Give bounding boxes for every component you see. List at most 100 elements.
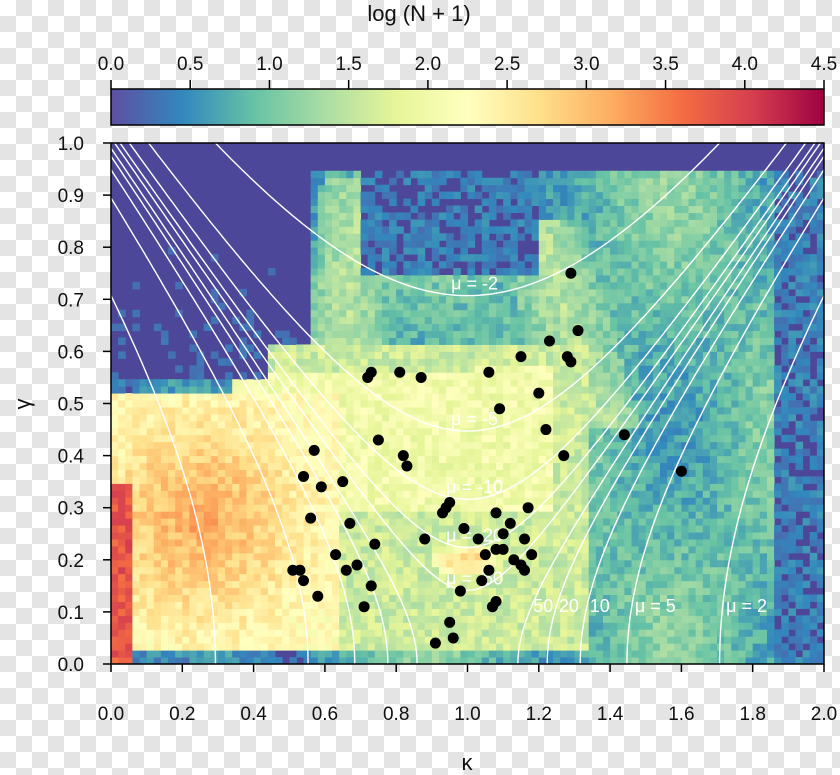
heatmap-cell [631, 219, 640, 227]
heatmap-cell [296, 545, 305, 554]
heatmap-cell [481, 490, 490, 498]
heatmap-cell [602, 511, 611, 519]
heatmap-cell [217, 573, 226, 582]
heatmap-cell [610, 281, 618, 290]
heatmap-cell [510, 281, 518, 290]
heatmap-cell [474, 379, 483, 387]
heatmap-cell [317, 400, 326, 408]
heatmap-cell [125, 601, 133, 609]
heatmap-cell [403, 400, 411, 408]
heatmap-cell [674, 455, 682, 464]
heatmap-cell [538, 219, 547, 227]
heatmap-cell [410, 490, 419, 498]
heatmap-cell [474, 476, 483, 484]
heatmap-cell [610, 629, 618, 637]
heatmap-cell [531, 379, 540, 387]
heatmap-cell [581, 268, 590, 276]
heatmap-cell [510, 379, 518, 387]
heatmap-cell [524, 497, 533, 505]
heatmap-cell [232, 594, 240, 602]
heatmap-cell [303, 441, 312, 450]
heatmap-cell [631, 288, 640, 297]
heatmap-cell [460, 309, 468, 318]
heatmap-cell [125, 587, 133, 596]
heatmap-cell [681, 330, 690, 339]
heatmap-cell [560, 629, 568, 637]
heatmap-cell [524, 358, 533, 366]
heatmap-cell [602, 400, 611, 408]
heatmap-cell [681, 406, 690, 415]
heatmap-cell [581, 434, 590, 443]
heatmap-cell [225, 559, 233, 568]
heatmap-cell [667, 469, 675, 477]
heatmap-cell [225, 462, 233, 470]
heatmap-cell [381, 434, 390, 443]
heatmap-cell [403, 247, 411, 255]
heatmap-cell [602, 650, 611, 658]
heatmap-cell [367, 281, 376, 290]
heatmap-cell [282, 511, 290, 519]
heatmap-cell [403, 538, 411, 547]
heatmap-cell [381, 323, 390, 332]
heatmap-cell [168, 476, 176, 484]
heatmap-cell [168, 455, 176, 464]
heatmap-cell [431, 532, 440, 540]
heatmap-cell [446, 420, 454, 429]
heatmap-cell [146, 532, 155, 540]
heatmap-cell [695, 566, 704, 575]
heatmap-cell [553, 323, 561, 332]
heatmap-cell [446, 205, 454, 213]
heatmap-cell [239, 469, 247, 477]
heatmap-cell [168, 643, 176, 651]
heatmap-cell [210, 386, 219, 394]
heatmap-cell [367, 622, 376, 630]
heatmap-cell [588, 281, 597, 290]
heatmap-cell [410, 247, 419, 255]
heatmap-cell [139, 420, 148, 429]
heatmap-cell [296, 504, 305, 512]
heatmap-cell [339, 490, 347, 498]
heatmap-cell [332, 302, 340, 311]
heatmap-cell [538, 615, 547, 623]
heatmap-cell [588, 386, 597, 394]
heatmap-cell [324, 400, 333, 408]
heatmap-cell [317, 650, 326, 658]
heatmap-cell [289, 643, 297, 651]
heatmap-cell [638, 226, 647, 234]
heatmap-cell [381, 288, 390, 297]
heatmap-cell [446, 351, 454, 359]
heatmap-cell [389, 351, 397, 359]
heatmap-cell [339, 337, 347, 345]
heatmap-cell [695, 476, 704, 484]
heatmap-cell [567, 400, 575, 408]
heatmap-cell [225, 413, 233, 422]
heatmap-cell [324, 268, 333, 276]
heatmap-cell [624, 497, 632, 505]
heatmap-cell [381, 372, 390, 380]
heatmap-cell [553, 462, 561, 470]
heatmap-cell [360, 413, 369, 422]
heatmap-cell [460, 469, 468, 477]
heatmap-cell [517, 427, 526, 436]
heatmap-cell [631, 247, 640, 255]
heatmap-cell [610, 657, 618, 664]
heatmap-cell [125, 490, 133, 498]
heatmap-cell [381, 351, 390, 359]
heatmap-cell [688, 337, 697, 345]
heatmap-cell [396, 476, 404, 484]
heatmap-cell [446, 594, 454, 602]
heatmap-cell [310, 351, 319, 359]
heatmap-cell [389, 490, 397, 498]
heatmap-cell [274, 358, 283, 366]
heatmap-cell [467, 302, 476, 311]
heatmap-cell [282, 587, 290, 596]
heatmap-cell [624, 650, 632, 658]
heatmap-cell [317, 587, 326, 596]
heatmap-cell [424, 268, 433, 276]
heatmap-cell [574, 538, 583, 547]
heatmap-cell [289, 615, 297, 623]
heatmap-cell [510, 261, 518, 269]
heatmap-cell [474, 226, 483, 234]
heatmap-cell [524, 518, 533, 526]
heatmap-cell [424, 184, 433, 193]
